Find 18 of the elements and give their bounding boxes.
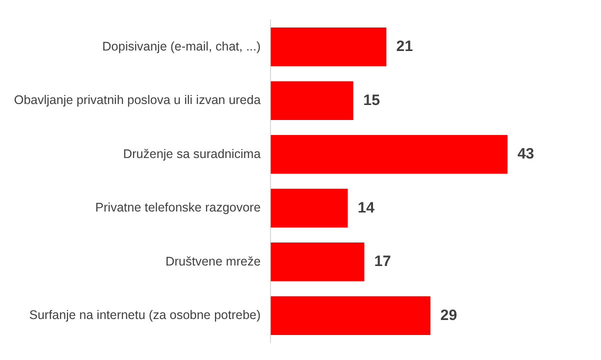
y-tick-label: Obavljanje privatnih poslova u ili izvan ureda — [14, 93, 261, 108]
bar — [270, 135, 508, 174]
bar — [270, 28, 386, 66]
y-tick-label: Dopisivanje (e-mail, chat, ...) — [102, 39, 261, 54]
y-tick-label: Privatne telefonske razgovore — [95, 200, 261, 215]
bar — [270, 242, 364, 282]
data-label: 14 — [358, 199, 376, 216]
bar — [270, 296, 430, 335]
bar — [270, 81, 354, 120]
y-tick-label: Društvene mreže — [165, 254, 261, 268]
data-label: 17 — [374, 253, 391, 270]
bar — [270, 188, 348, 228]
data-label: 15 — [363, 92, 380, 109]
y-tick-label: Surfanje na internetu (za osobne potrebe) — [29, 308, 261, 322]
data-label: 29 — [440, 306, 458, 324]
data-label: 43 — [517, 146, 534, 163]
y-tick-label: Druženje sa suradnicima — [123, 146, 261, 161]
data-label: 21 — [396, 38, 413, 56]
